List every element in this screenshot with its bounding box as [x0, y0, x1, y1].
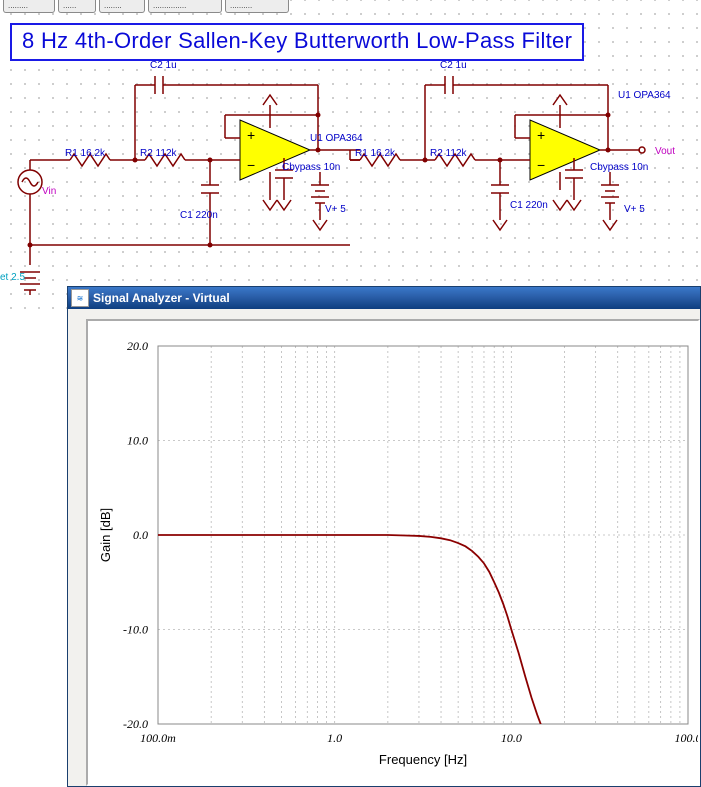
svg-text:1.0: 1.0 [327, 731, 342, 745]
signal-analyzer-title: Signal Analyzer - Virtual [93, 291, 230, 305]
label-cbpb: Cbypass 10n [590, 162, 648, 173]
signal-analyzer-plot-frame: 100.0m 1.0 10.0 100.0 -20.0 -10.0 0.0 10.0 20.0 F… [86, 319, 700, 786]
toolbar-btn-3[interactable]: ........ [99, 0, 145, 13]
svg-text:20.0: 20.0 [127, 339, 148, 353]
toolbar-btn-5[interactable]: .......... [225, 0, 289, 13]
svg-text:100.0: 100.0 [675, 731, 699, 745]
svg-text:10.0: 10.0 [501, 731, 522, 745]
svg-text:-10.0: -10.0 [123, 623, 148, 637]
svg-text:10.0: 10.0 [127, 434, 148, 448]
signal-analyzer-client: 100.0m 1.0 10.0 100.0 -20.0 -10.0 0.0 10.0 20.0 F… [68, 309, 700, 786]
label-r2b: R2 112k [430, 148, 467, 159]
label-c2a: C2 1u [150, 60, 177, 71]
label-cbpa: Cbypass 10n [282, 162, 340, 173]
toolbar: ......... ...... ........ ..............… [0, 0, 701, 14]
signal-analyzer-icon: ≋ [71, 289, 89, 307]
svg-text:100.0m: 100.0m [140, 731, 176, 745]
svg-text:−: − [247, 157, 255, 173]
label-vout: Vout [655, 146, 675, 157]
svg-text:+: + [247, 127, 255, 143]
svg-text:−: − [537, 157, 545, 173]
label-vpb: V+ 5 [624, 204, 645, 215]
label-u1b: U1 OPA364 [618, 90, 671, 101]
svg-text:Gain [dB]: Gain [dB] [98, 508, 113, 562]
label-vin: Vin [42, 186, 56, 197]
label-vpa: V+ 5 [325, 204, 346, 215]
toolbar-btn-2[interactable]: ...... [58, 0, 96, 13]
label-r1b: R1 16.2k [355, 148, 395, 159]
label-u1a: U1 OPA364 [310, 133, 363, 144]
toolbar-btn-1[interactable]: ......... [3, 0, 55, 13]
signal-analyzer-window[interactable]: ≋ Signal Analyzer - Virtual 100.0m 1.0 10.… [67, 286, 701, 787]
svg-text:Frequency [Hz]: Frequency [Hz] [379, 752, 467, 767]
signal-analyzer-titlebar[interactable]: ≋ Signal Analyzer - Virtual [68, 287, 700, 309]
bode-plot[interactable]: 100.0m 1.0 10.0 100.0 -20.0 -10.0 0.0 10.0 20.0 F… [88, 321, 698, 784]
svg-text:+: + [537, 127, 545, 143]
svg-text:-20.0: -20.0 [123, 717, 148, 731]
label-r2a: R2 112k [140, 148, 177, 159]
toolbar-btn-4[interactable]: ............... [148, 0, 222, 13]
svg-text:0.0: 0.0 [133, 528, 148, 542]
label-r1a: R1 16.2k [65, 148, 105, 159]
label-c2b: C2 1u [440, 60, 467, 71]
label-et: et 2.5 [0, 272, 25, 283]
label-c1a: C1 220n [180, 210, 218, 221]
label-c1b: C1 220n [510, 200, 548, 211]
